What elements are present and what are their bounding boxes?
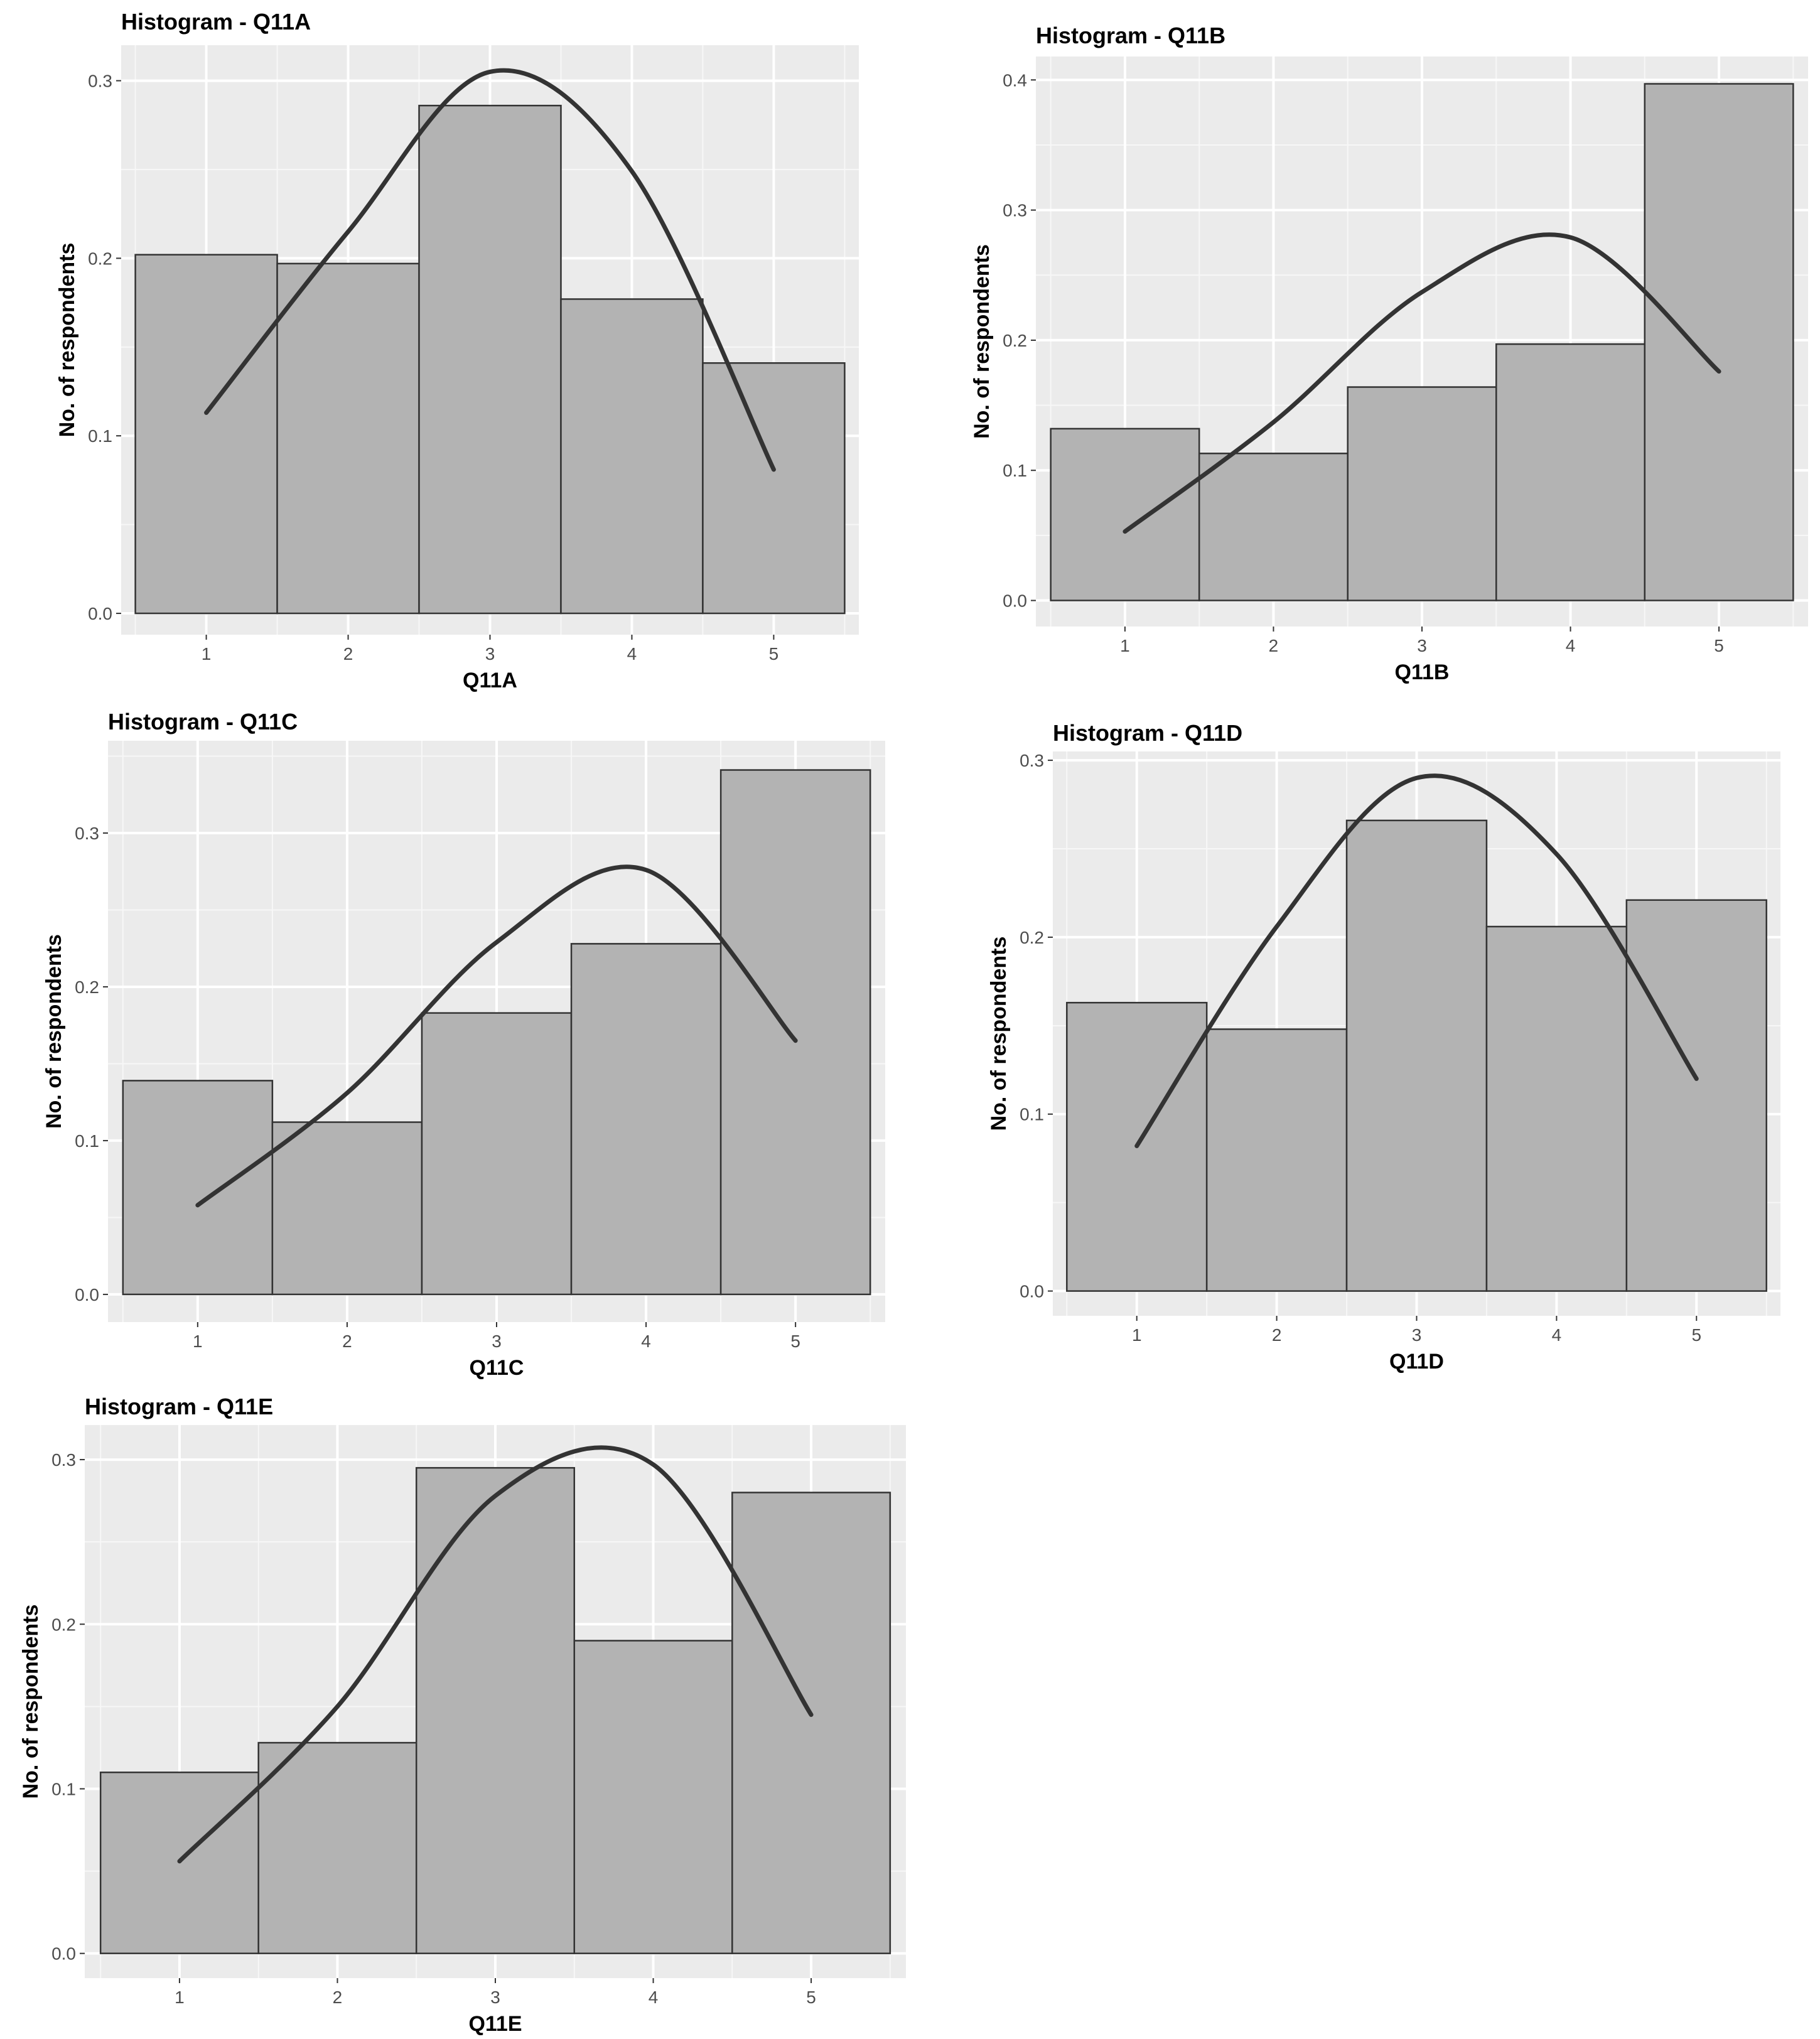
panel-title: Histogram - Q11B xyxy=(1036,23,1225,48)
density-curve xyxy=(1123,232,1721,534)
x-tick-label: 3 xyxy=(492,1332,502,1351)
y-tick-label: 0.2 xyxy=(1020,928,1044,947)
x-tick-label: 4 xyxy=(649,1988,659,2007)
histogram-bar xyxy=(122,1080,274,1296)
histogram-bar xyxy=(1485,925,1628,1292)
y-axis-title: No. of respondents xyxy=(970,244,994,439)
histogram-bar xyxy=(1345,819,1488,1292)
histogram-bar xyxy=(1347,386,1497,601)
y-tick-label: 0.0 xyxy=(75,1285,99,1305)
x-tick-label: 1 xyxy=(202,644,212,664)
y-tick-label: 0.2 xyxy=(88,249,112,268)
histogram-bar xyxy=(1495,343,1646,601)
panel-q11a: Histogram - Q11A 0.0 0.1 0.2 0.3 1 2 3 4 5 Q11A No… xyxy=(55,9,859,692)
histogram-bar xyxy=(1050,428,1200,601)
panel-q11b: Histogram - Q11B 0.0 0.1 0.2 0.3 0.4 1 2 3 4 5 Q11… xyxy=(970,23,1808,684)
x-tick-label: 2 xyxy=(1269,636,1279,655)
y-axis-title: No. of respondents xyxy=(55,243,79,438)
x-tick-label: 2 xyxy=(1272,1325,1282,1345)
histogram-bar xyxy=(719,769,871,1296)
y-tick-label: 0.4 xyxy=(1003,70,1027,90)
x-tick-label: 5 xyxy=(1714,636,1724,655)
x-axis-title: Q11A xyxy=(463,669,517,692)
x-tick-label: 1 xyxy=(1120,636,1130,655)
x-tick-label: 5 xyxy=(1691,1325,1701,1345)
y-tick-label: 0.2 xyxy=(75,977,99,997)
histogram-bar xyxy=(421,1012,573,1296)
histogram-bar xyxy=(573,1640,733,1954)
x-tick-label: 5 xyxy=(806,1988,816,2007)
y-tick-label: 0.3 xyxy=(51,1450,76,1470)
y-tick-label: 0.1 xyxy=(51,1779,76,1799)
x-tick-label: 2 xyxy=(343,644,353,664)
x-tick-label: 4 xyxy=(1566,636,1576,655)
y-tick-label: 0.3 xyxy=(75,824,99,843)
panel-title: Histogram - Q11D xyxy=(1053,720,1242,746)
x-tick-label: 3 xyxy=(490,1988,500,2007)
panel-title: Histogram - Q11A xyxy=(121,9,311,35)
y-tick-label: 0.3 xyxy=(1020,751,1044,770)
y-tick-label: 0.0 xyxy=(1020,1282,1044,1301)
histogram-bar xyxy=(1644,83,1794,601)
histogram-bar xyxy=(570,943,722,1296)
y-tick-label: 0.1 xyxy=(75,1131,99,1151)
y-axis-title: No. of respondents xyxy=(42,934,66,1129)
panel-q11e: Histogram - Q11E 0.0 0.1 0.2 0.3 1 2 3 4 5 Q11E No… xyxy=(19,1394,906,2036)
y-tick-label: 0.1 xyxy=(1003,461,1027,480)
x-tick-label: 4 xyxy=(1552,1325,1562,1345)
histogram-bar xyxy=(415,1466,576,1954)
x-tick-label: 1 xyxy=(193,1332,203,1351)
density-curve xyxy=(195,864,798,1208)
x-axis-title: Q11C xyxy=(470,1356,524,1380)
panel-q11c: Histogram - Q11C 0.0 0.1 0.2 0.3 1 2 3 4 5 Q11C No… xyxy=(42,709,885,1380)
x-tick-label: 4 xyxy=(627,644,637,664)
x-tick-label: 3 xyxy=(1417,636,1427,655)
histogram-bar xyxy=(731,1492,891,1954)
x-tick-label: 3 xyxy=(485,644,495,664)
panel-title: Histogram - Q11C xyxy=(108,709,298,734)
y-tick-label: 0.3 xyxy=(1003,201,1027,220)
y-tick-label: 0.3 xyxy=(88,72,112,91)
histogram-bar xyxy=(134,254,278,615)
y-tick-label: 0.1 xyxy=(1020,1105,1044,1124)
x-axis-title: Q11E xyxy=(468,2012,522,2036)
density-curve xyxy=(1134,773,1699,1148)
x-axis-title: Q11D xyxy=(1389,1350,1444,1374)
histogram-bar xyxy=(418,104,562,615)
x-tick-label: 4 xyxy=(641,1332,651,1351)
panel-q11d: Histogram - Q11D 0.0 0.1 0.2 0.3 1 2 3 4 5 Q11D No… xyxy=(987,720,1780,1374)
panel-title: Histogram - Q11E xyxy=(85,1394,273,1419)
x-tick-label: 5 xyxy=(769,644,779,664)
histogram-bar xyxy=(560,298,704,615)
histogram-bar xyxy=(1625,899,1767,1292)
x-tick-label: 5 xyxy=(790,1332,800,1351)
y-tick-label: 0.2 xyxy=(51,1615,76,1634)
x-tick-label: 1 xyxy=(1132,1325,1142,1345)
histogram-bar xyxy=(1205,1028,1348,1292)
x-tick-label: 2 xyxy=(342,1332,352,1351)
histogram-bar xyxy=(271,1121,423,1296)
histogram-bar xyxy=(276,262,420,615)
density-curve xyxy=(177,1445,814,1864)
y-tick-label: 0.0 xyxy=(1003,591,1027,611)
y-axis-title: No. of respondents xyxy=(19,1605,43,1799)
histogram-bar xyxy=(702,362,846,615)
x-tick-label: 2 xyxy=(333,1988,343,2007)
histogram-bar xyxy=(1198,453,1349,601)
x-axis-title: Q11B xyxy=(1395,660,1450,684)
histogram-bar xyxy=(257,1741,417,1954)
y-tick-label: 0.0 xyxy=(88,604,112,623)
x-tick-label: 3 xyxy=(1412,1325,1422,1345)
y-axis-title: No. of respondents xyxy=(987,937,1011,1131)
y-tick-label: 0.0 xyxy=(51,1944,76,1964)
y-tick-label: 0.1 xyxy=(88,426,112,446)
x-tick-label: 1 xyxy=(175,1988,185,2007)
density-curve xyxy=(204,68,776,472)
y-tick-label: 0.2 xyxy=(1003,331,1027,350)
